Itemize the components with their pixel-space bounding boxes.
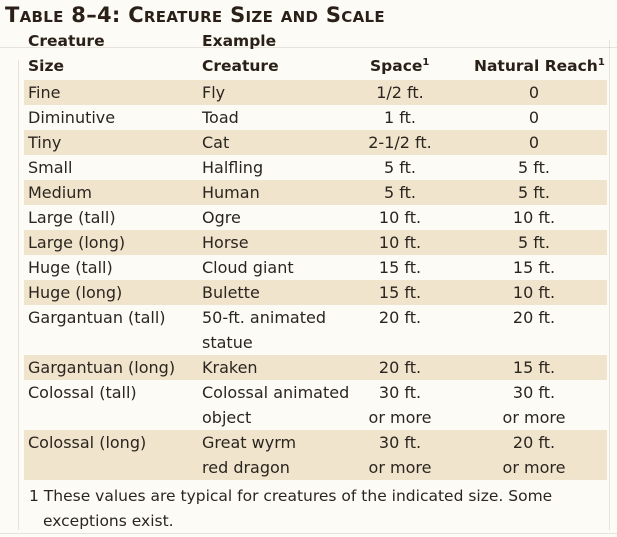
cell-reach: 0 <box>528 83 540 102</box>
cell-example: 50-ft. animated <box>202 308 326 327</box>
header-size-line1: Creature <box>28 32 105 50</box>
cell-size: Huge (long) <box>28 283 123 302</box>
cell-example-line2: red dragon <box>202 458 290 477</box>
cell-reach: 5 ft. <box>518 158 550 177</box>
cell-reach: 0 <box>528 108 540 127</box>
cell-size: Colossal (tall) <box>28 383 137 402</box>
background-rule <box>609 40 610 530</box>
cell-example: Halfling <box>202 158 264 177</box>
cell-space: 10 ft. <box>378 208 422 227</box>
cell-space: 20 ft. <box>378 358 422 377</box>
header-size-line2: Size <box>28 57 65 75</box>
cell-space: 15 ft. <box>378 283 422 302</box>
cell-example: Great wyrm <box>202 433 297 452</box>
background-rule <box>0 533 617 534</box>
table-row: Large (long) Horse 10 ft. 5 ft. <box>24 230 607 255</box>
cell-example: Ogre <box>202 208 241 227</box>
cell-reach: 15 ft. <box>512 258 556 277</box>
cell-space: 5 ft. <box>384 158 416 177</box>
table-footnote: 1 These values are typical for creatures… <box>29 484 589 534</box>
footnote-marker: 1 <box>597 57 605 68</box>
table-row: Small Halfling 5 ft. 5 ft. <box>24 155 607 180</box>
cell-space-line2: or more <box>368 408 432 427</box>
footnote-marker: 1 <box>422 57 430 68</box>
table-row: Colossal (long) Great wyrm red dragon 30… <box>24 430 607 480</box>
cell-example: Toad <box>202 108 239 127</box>
cell-example-line2: statue <box>202 333 253 352</box>
cell-reach: 10 ft. <box>512 283 556 302</box>
table-row: Fine Fly 1/2 ft. 0 <box>24 80 607 105</box>
footnote-line2: exceptions exist. <box>43 512 174 530</box>
background-rule <box>0 47 617 48</box>
cell-example: Fly <box>202 83 226 102</box>
cell-reach: 15 ft. <box>512 358 556 377</box>
cell-space: 15 ft. <box>378 258 422 277</box>
cell-space: 1/2 ft. <box>376 83 424 102</box>
cell-size: Fine <box>28 83 61 102</box>
cell-reach-line2: or more <box>502 408 566 427</box>
cell-space: 1 ft. <box>384 108 416 127</box>
table-row: Tiny Cat 2-1/2 ft. 0 <box>24 130 607 155</box>
cell-reach: 0 <box>528 133 540 152</box>
table-row: Large (tall) Ogre 10 ft. 10 ft. <box>24 205 607 230</box>
table-row: Gargantuan (tall) 50-ft. animated statue… <box>24 305 607 355</box>
header-space-label: Space <box>370 57 423 75</box>
footnote-line1: 1 These values are typical for creatures… <box>29 487 553 505</box>
cell-space: 10 ft. <box>378 233 422 252</box>
cell-space: 5 ft. <box>384 183 416 202</box>
cell-size: Large (tall) <box>28 208 116 227</box>
cell-size: Large (long) <box>28 233 126 252</box>
cell-example: Human <box>202 183 260 202</box>
cell-reach: 20 ft. <box>512 308 556 327</box>
cell-size: Medium <box>28 183 92 202</box>
cell-size: Small <box>28 158 73 177</box>
table-title: Table 8–4: Creature Size and Scale <box>5 3 385 27</box>
cell-size: Colossal (long) <box>28 433 147 452</box>
cell-reach: 5 ft. <box>518 183 550 202</box>
cell-size: Huge (tall) <box>28 258 113 277</box>
header-space: Space1 <box>370 57 429 75</box>
cell-reach: 10 ft. <box>512 208 556 227</box>
cell-space-line2: or more <box>368 458 432 477</box>
table-row: Huge (tall) Cloud giant 15 ft. 15 ft. <box>24 255 607 280</box>
cell-space: 2-1/2 ft. <box>368 133 432 152</box>
cell-reach: 5 ft. <box>518 233 550 252</box>
cell-example: Horse <box>202 233 249 252</box>
cell-example-line2: object <box>202 408 252 427</box>
table-row: Medium Human 5 ft. 5 ft. <box>24 180 607 205</box>
cell-size: Gargantuan (tall) <box>28 308 166 327</box>
header-example-line2: Creature <box>202 57 279 75</box>
table-row: Gargantuan (long) Kraken 20 ft. 15 ft. <box>24 355 607 380</box>
cell-reach-line2: or more <box>502 458 566 477</box>
table-row: Colossal (tall) Colossal animated object… <box>24 380 607 430</box>
cell-space: 30 ft. <box>378 433 422 452</box>
cell-size: Tiny <box>28 133 62 152</box>
cell-space: 30 ft. <box>378 383 422 402</box>
background-rule <box>18 60 19 530</box>
cell-reach: 20 ft. <box>512 433 556 452</box>
cell-example: Cloud giant <box>202 258 294 277</box>
cell-reach: 30 ft. <box>512 383 556 402</box>
cell-example: Bulette <box>202 283 260 302</box>
table-row: Huge (long) Bulette 15 ft. 10 ft. <box>24 280 607 305</box>
table-row: Diminutive Toad 1 ft. 0 <box>24 105 607 130</box>
cell-example: Colossal animated <box>202 383 350 402</box>
header-reach-label: Natural Reach <box>474 57 598 75</box>
cell-size: Gargantuan (long) <box>28 358 176 377</box>
cell-space: 20 ft. <box>378 308 422 327</box>
header-reach: Natural Reach1 <box>474 57 605 75</box>
cell-size: Diminutive <box>28 108 116 127</box>
header-example-line1: Example <box>202 32 277 50</box>
cell-example: Cat <box>202 133 230 152</box>
cell-example: Kraken <box>202 358 258 377</box>
